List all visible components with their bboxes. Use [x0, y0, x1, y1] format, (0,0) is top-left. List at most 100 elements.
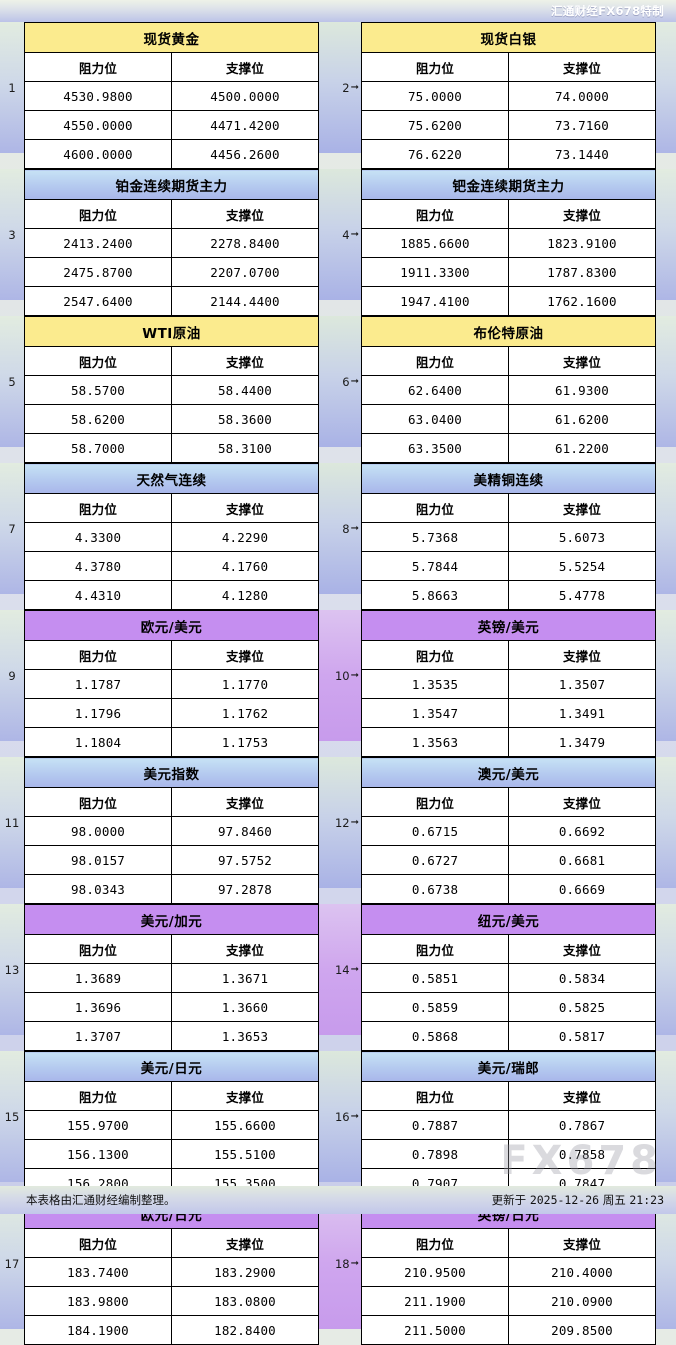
row-index-label: 11 [4, 815, 20, 830]
edge-gutter [656, 1198, 676, 1329]
resistance-value: 0.6738 [361, 874, 509, 904]
support-value: 209.8500 [508, 1315, 656, 1345]
table-row: 211.1900 210.0900 [361, 1286, 656, 1316]
row-index-gutter-left: 9 [0, 610, 24, 741]
support-value: 61.9300 [508, 375, 656, 405]
support-value: 5.6073 [508, 522, 656, 552]
resistance-value: 75.0000 [361, 81, 509, 111]
edge-gutter [656, 1051, 676, 1182]
support-value: 1.3671 [171, 963, 319, 993]
table-row: 0.7898 0.7858 [361, 1139, 656, 1169]
row-index-label: 17 [4, 1256, 20, 1271]
instrument-cell: 澳元/美元 阻力位 支撑位 0.6715 0.6692 0.6727 0.6681 0.673… [361, 757, 656, 904]
edge-gutter [656, 757, 676, 888]
support-header: 支撑位 [508, 934, 656, 964]
resistance-value: 5.8663 [361, 580, 509, 610]
table-row: 4600.0000 4456.2600 [24, 139, 319, 169]
arrow-icon: ➞ [350, 1258, 359, 1269]
row-index-label: 4 [342, 227, 350, 242]
row-index-gutter-right: 2 ➞ [319, 22, 361, 153]
row-index-gutter-right: 4 ➞ [319, 169, 361, 300]
instrument-title: 美元/瑞郎 [361, 1051, 656, 1082]
instrument-cell: 纽元/美元 阻力位 支撑位 0.5851 0.5834 0.5859 0.5825 0.586… [361, 904, 656, 1051]
instrument-cell: WTI原油 阻力位 支撑位 58.5700 58.4400 58.6200 58.3600 5… [24, 316, 319, 463]
instrument-title: 欧元/美元 [24, 610, 319, 641]
support-header: 支撑位 [171, 52, 319, 82]
support-header: 支撑位 [171, 640, 319, 670]
support-value: 2144.4400 [171, 286, 319, 316]
support-value: 58.3100 [171, 433, 319, 463]
table-row: 4530.9800 4500.0000 [24, 81, 319, 111]
row-index-label: 8 [342, 521, 350, 536]
resistance-value: 183.7400 [24, 1257, 172, 1287]
resistance-value: 1.1796 [24, 698, 172, 728]
table-row: 98.0157 97.5752 [24, 845, 319, 875]
row-index-label: 2 [342, 80, 350, 95]
support-value: 0.7867 [508, 1110, 656, 1140]
support-value: 0.5817 [508, 1021, 656, 1051]
support-value: 97.8460 [171, 816, 319, 846]
resistance-header: 阻力位 [24, 346, 172, 376]
support-header: 支撑位 [171, 787, 319, 817]
row-index-gutter-left: 3 [0, 169, 24, 300]
support-value: 5.4778 [508, 580, 656, 610]
support-value: 155.6600 [171, 1110, 319, 1140]
resistance-header: 阻力位 [24, 1081, 172, 1111]
support-value: 1.3660 [171, 992, 319, 1022]
instrument-cell: 天然气连续 阻力位 支撑位 4.3300 4.2290 4.3780 4.1760 4.431… [24, 463, 319, 610]
resistance-value: 58.6200 [24, 404, 172, 434]
resistance-value: 0.5851 [361, 963, 509, 993]
resistance-value: 4.3300 [24, 522, 172, 552]
support-header: 支撑位 [508, 640, 656, 670]
instrument-cell: 美元/加元 阻力位 支撑位 1.3689 1.3671 1.3696 1.3660 1.370… [24, 904, 319, 1051]
resistance-header: 阻力位 [24, 640, 172, 670]
support-header: 支撑位 [508, 787, 656, 817]
resistance-value: 62.6400 [361, 375, 509, 405]
support-value: 61.2200 [508, 433, 656, 463]
arrow-icon: ➞ [350, 817, 359, 828]
instrument-grid: 1 现货黄金 阻力位 支撑位 4530.9800 4500.0000 4550.0000 44… [0, 22, 676, 1345]
resistance-value: 0.5868 [361, 1021, 509, 1051]
resistance-header: 阻力位 [24, 934, 172, 964]
table-row: 211.5000 209.8500 [361, 1315, 656, 1345]
resistance-value: 76.6220 [361, 139, 509, 169]
instrument-title: 美精铜连续 [361, 463, 656, 494]
resistance-header: 阻力位 [361, 346, 509, 376]
support-header: 支撑位 [508, 1081, 656, 1111]
arrow-icon: ➞ [350, 964, 359, 975]
table-row: 2413.2400 2278.8400 [24, 228, 319, 258]
instrument-cell: 现货白银 阻力位 支撑位 75.0000 74.0000 75.6200 73.7160 76… [361, 22, 656, 169]
instrument-title: 天然气连续 [24, 463, 319, 494]
instrument-title: 铂金连续期货主力 [24, 169, 319, 200]
instrument-title: 现货黄金 [24, 22, 319, 53]
resistance-value: 98.0343 [24, 874, 172, 904]
resistance-header: 阻力位 [361, 640, 509, 670]
instrument-cell: 美元/日元 阻力位 支撑位 155.9700 155.6600 156.1300 155.5… [24, 1051, 319, 1198]
resistance-value: 4550.0000 [24, 110, 172, 140]
row-index-gutter-right: 14 ➞ [319, 904, 361, 1035]
table-row: 63.0400 61.6200 [361, 404, 656, 434]
resistance-value: 0.7898 [361, 1139, 509, 1169]
arrow-icon: ➞ [350, 82, 359, 93]
row-index-gutter-left: 1 [0, 22, 24, 153]
resistance-value: 1.3547 [361, 698, 509, 728]
footer-note: 本表格由汇通财经编制整理。 [26, 1193, 176, 1207]
resistance-header: 阻力位 [361, 1228, 509, 1258]
instrument-cell: 布伦特原油 阻力位 支撑位 62.6400 61.9300 63.0400 61.6200 6… [361, 316, 656, 463]
edge-gutter [656, 904, 676, 1035]
support-value: 58.4400 [171, 375, 319, 405]
row-index-gutter-right: 18 ➞ [319, 1198, 361, 1329]
table-row: 76.6220 73.1440 [361, 139, 656, 169]
resistance-value: 58.5700 [24, 375, 172, 405]
support-value: 1787.8300 [508, 257, 656, 287]
row-index-gutter-right: 8 ➞ [319, 463, 361, 594]
support-value: 0.6692 [508, 816, 656, 846]
table-row: 5.7368 5.6073 [361, 522, 656, 552]
support-value: 4456.2600 [171, 139, 319, 169]
resistance-value: 156.1300 [24, 1139, 172, 1169]
table-row: 63.3500 61.2200 [361, 433, 656, 463]
row-index-label: 15 [4, 1109, 20, 1124]
resistance-value: 1.3689 [24, 963, 172, 993]
support-header: 支撑位 [171, 934, 319, 964]
